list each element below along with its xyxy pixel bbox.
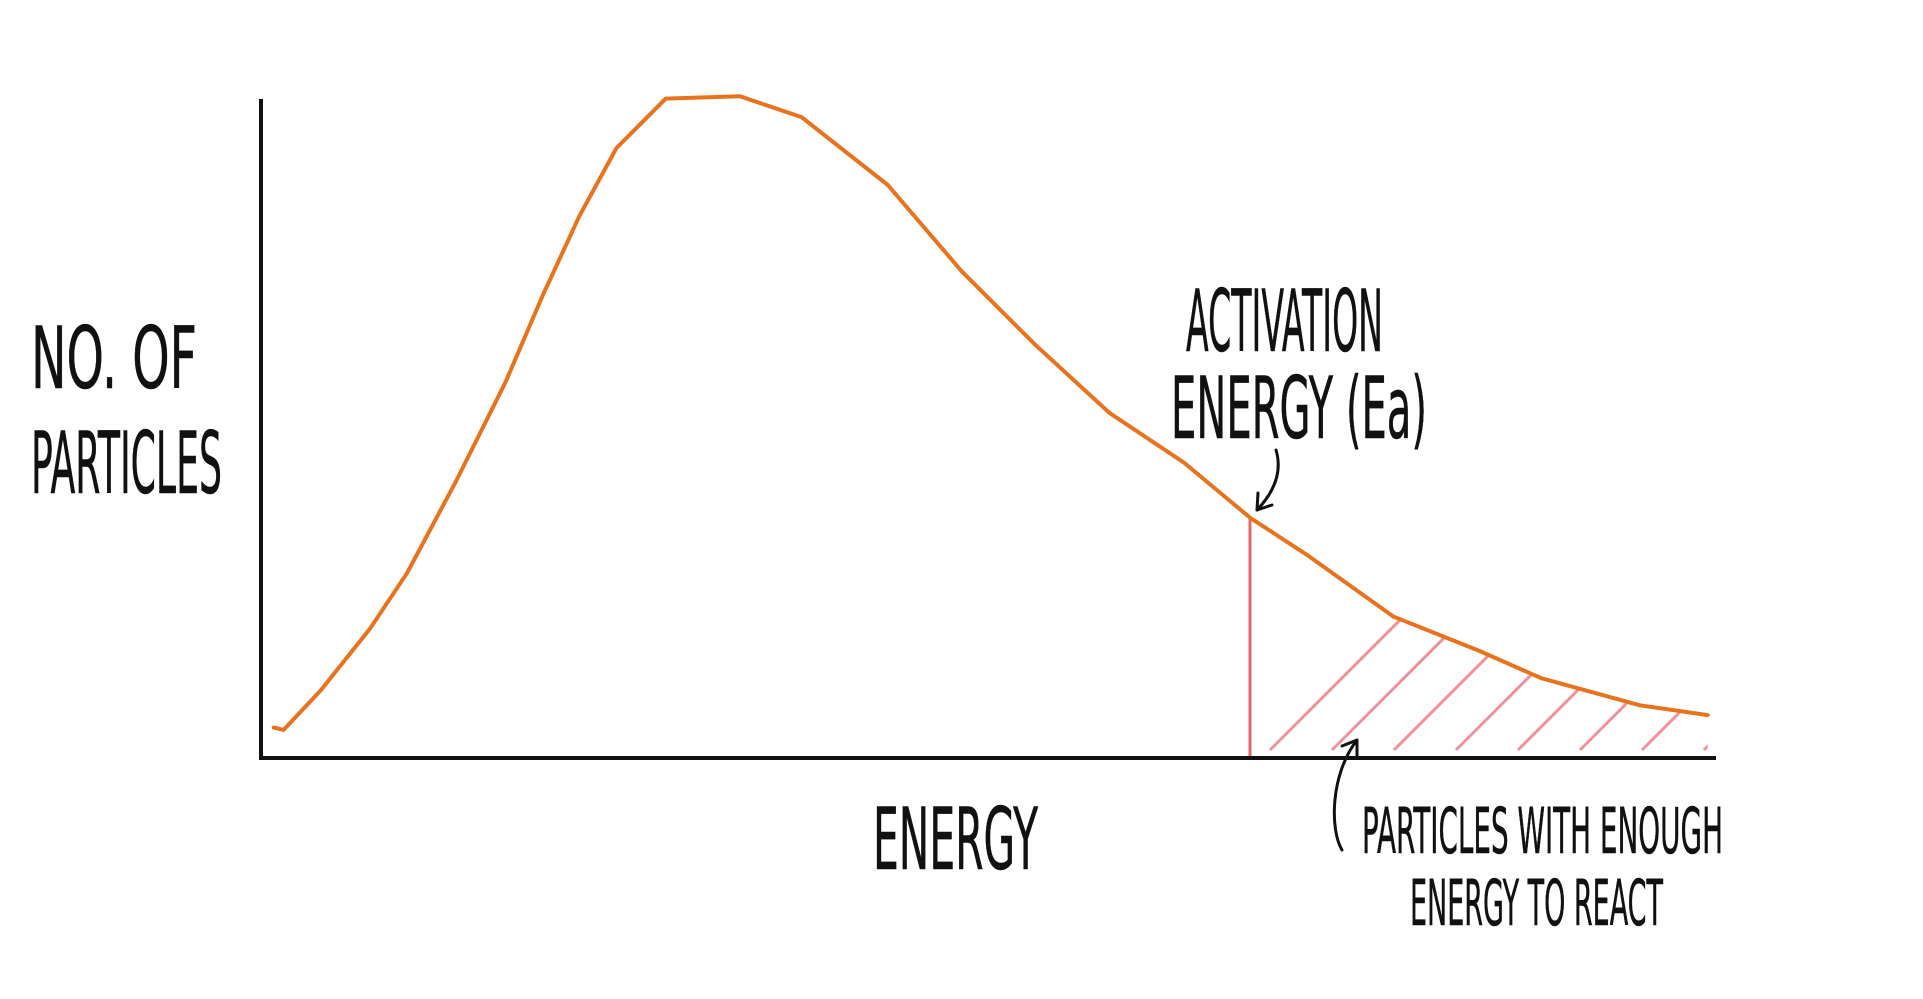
hatch-line: [1640, 598, 1708, 752]
activation-label: ENERGY (Ea): [1171, 359, 1427, 459]
hatch-line: [1392, 598, 1546, 752]
y-axis-label: NO. OF: [31, 309, 197, 409]
hatch-line: [1702, 598, 1708, 752]
region-label: ENERGY TO REACT: [1410, 867, 1663, 940]
activation-arrow: [1255, 448, 1280, 512]
activation-label: ACTIVATION: [1186, 272, 1383, 372]
distribution-curve: [271, 94, 1710, 732]
hatch-line: [1578, 598, 1708, 752]
x-axis-label: ENERGY: [873, 790, 1038, 890]
region-label: PARTICLES WITH ENOUGH: [1362, 795, 1723, 868]
hatch-line: [1268, 598, 1422, 752]
y-axis-label: PARTICLES: [31, 414, 222, 514]
region-arrow: [1332, 738, 1359, 852]
hatch-line: [1516, 598, 1670, 752]
hatching: [1268, 598, 1708, 752]
